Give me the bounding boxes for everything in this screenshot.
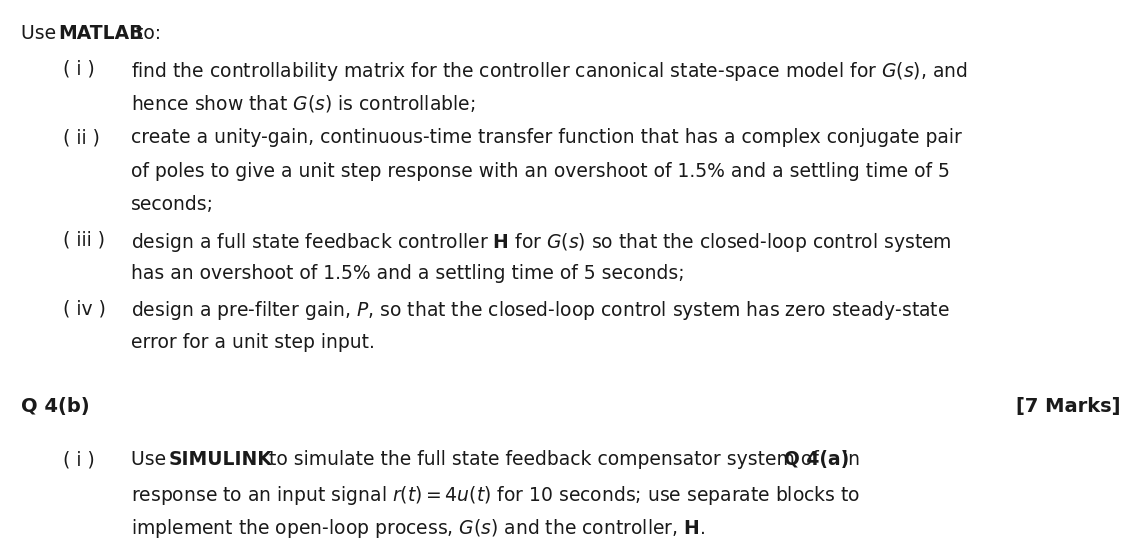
Text: SIMULINK: SIMULINK bbox=[169, 450, 273, 470]
Text: hence show that $G(s)$ is controllable;: hence show that $G(s)$ is controllable; bbox=[131, 93, 476, 114]
Text: MATLAB: MATLAB bbox=[58, 24, 144, 43]
Text: ( iv ): ( iv ) bbox=[63, 299, 106, 319]
Text: seconds;: seconds; bbox=[131, 195, 215, 214]
Text: has an overshoot of 1.5% and a settling time of 5 seconds;: has an overshoot of 1.5% and a settling … bbox=[131, 264, 685, 283]
Text: error for a unit step input.: error for a unit step input. bbox=[131, 333, 375, 352]
Text: Use: Use bbox=[21, 24, 62, 43]
Text: of poles to give a unit step response with an overshoot of 1.5% and a settling t: of poles to give a unit step response wi… bbox=[131, 162, 950, 181]
Text: to simulate the full state feedback compensator system of: to simulate the full state feedback comp… bbox=[262, 450, 825, 470]
Text: [7 Marks]: [7 Marks] bbox=[1015, 397, 1120, 415]
Text: Q 4(a): Q 4(a) bbox=[784, 450, 849, 470]
Text: to:: to: bbox=[130, 24, 161, 43]
Text: Use: Use bbox=[131, 450, 172, 470]
Text: Q 4(b): Q 4(b) bbox=[21, 397, 89, 415]
Text: find the controllability matrix for the controller canonical state-space model f: find the controllability matrix for the … bbox=[131, 60, 968, 83]
Text: in: in bbox=[837, 450, 860, 470]
Text: design a pre-filter gain, $P$, so that the closed-loop control system has zero s: design a pre-filter gain, $P$, so that t… bbox=[131, 299, 950, 322]
Text: ( iii ): ( iii ) bbox=[63, 230, 105, 249]
Text: response to an input signal $r(t) = 4u(t)$ for 10 seconds; use separate blocks t: response to an input signal $r(t) = 4u(t… bbox=[131, 484, 860, 507]
Text: ( i ): ( i ) bbox=[63, 60, 95, 78]
Text: design a full state feedback controller $\mathbf{H}$ for $G(s)$ so that the clos: design a full state feedback controller … bbox=[131, 230, 952, 254]
Text: ( i ): ( i ) bbox=[63, 450, 95, 470]
Text: implement the open-loop process, $G(s)$ and the controller, $\mathbf{H}$.: implement the open-loop process, $G(s)$ … bbox=[131, 517, 705, 540]
Text: ( ii ): ( ii ) bbox=[63, 128, 99, 147]
Text: create a unity-gain, continuous-time transfer function that has a complex conjug: create a unity-gain, continuous-time tra… bbox=[131, 128, 962, 147]
